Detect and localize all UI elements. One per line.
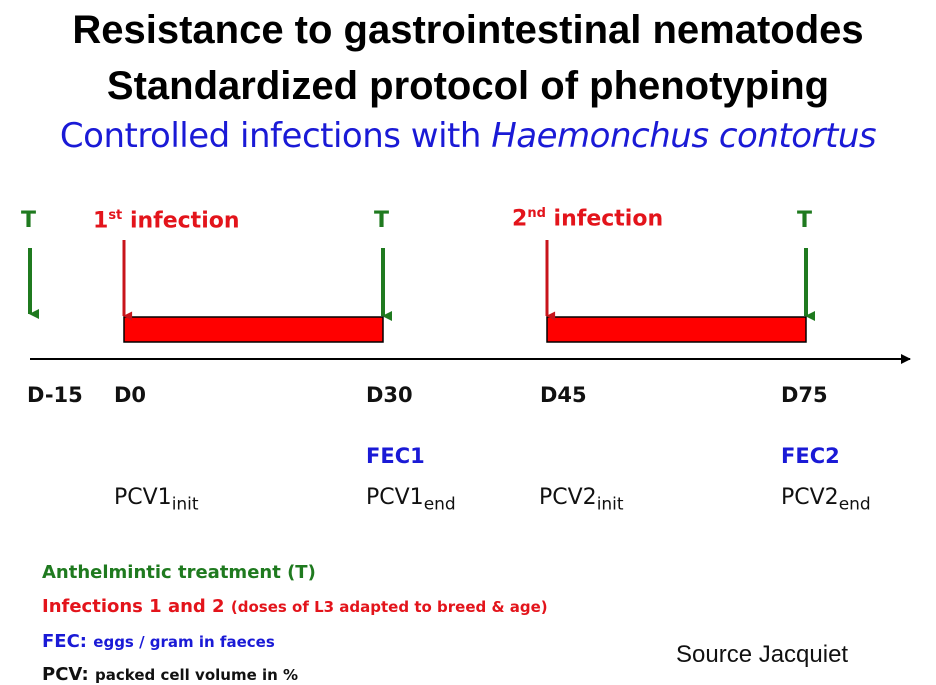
- legend-fec-desc: eggs / gram in faeces: [93, 633, 275, 651]
- day-label: D-15: [27, 383, 83, 407]
- title-line-1: Resistance to gastrointestinal nematodes: [72, 8, 864, 52]
- legend-pcv-key: PCV:: [42, 664, 89, 685]
- pcv-base: PCV1: [114, 485, 172, 510]
- source-credit: Source Jacquiet: [676, 641, 849, 668]
- treatment-label-d75: T: [797, 208, 813, 233]
- infection-2-suffix: nd: [527, 206, 546, 221]
- fec-label-2: FEC2: [781, 444, 840, 468]
- infection-2-ordinal: 2: [512, 206, 528, 232]
- day-label: D30: [366, 383, 413, 407]
- pcv-label: PCV2end: [781, 485, 871, 514]
- legend-treatment: Anthelmintic treatment (T): [42, 562, 316, 583]
- fec-label-1: FEC1: [366, 444, 425, 468]
- legend-infections-main: Infections 1 and 2: [42, 596, 225, 617]
- legend-pcv-desc: packed cell volume in %: [95, 666, 299, 684]
- pcv-label: PCV2init: [539, 485, 624, 514]
- pcv-label: PCV1end: [366, 485, 456, 514]
- pcv-sub: end: [838, 494, 871, 515]
- infection-bar-2: [546, 316, 807, 343]
- infection-1-ordinal: 1: [93, 208, 109, 234]
- day-label: D45: [540, 383, 587, 407]
- legend-fec: FEC: eggs / gram in faeces: [42, 631, 275, 652]
- infection-1-word: infection: [129, 208, 240, 234]
- infection-1-label: 1st infection: [93, 208, 240, 233]
- species-name: Haemonchus contortus: [491, 116, 877, 156]
- pcv-sub: end: [423, 494, 456, 515]
- subtitle-prefix: Controlled infections with: [59, 116, 492, 156]
- infection-2-word: infection: [553, 206, 664, 232]
- infection-1-suffix: st: [108, 208, 123, 223]
- pcv-base: PCV1: [366, 485, 424, 510]
- day-label: D75: [781, 383, 828, 407]
- pcv-sub: init: [596, 494, 624, 515]
- pcv-base: PCV2: [539, 485, 597, 510]
- subtitle: Controlled infections with Haemonchus co…: [0, 114, 936, 158]
- pcv-base: PCV2: [781, 485, 839, 510]
- pcv-sub: init: [171, 494, 199, 515]
- infection-bar-1: [123, 316, 384, 343]
- legend-infections: Infections 1 and 2 (doses of L3 adapted …: [42, 596, 548, 617]
- legend-fec-key: FEC:: [42, 631, 87, 652]
- treatment-label-d-15: T: [21, 208, 37, 233]
- treatment-label-d30: T: [374, 208, 390, 233]
- legend-pcv: PCV: packed cell volume in %: [42, 664, 298, 685]
- title-line-2: Standardized protocol of phenotyping: [106, 64, 830, 108]
- pcv-label: PCV1init: [114, 485, 199, 514]
- day-label: D0: [114, 383, 147, 407]
- infection-2-label: 2nd infection: [512, 206, 663, 231]
- legend-infections-note: (doses of L3 adapted to breed & age): [230, 598, 548, 616]
